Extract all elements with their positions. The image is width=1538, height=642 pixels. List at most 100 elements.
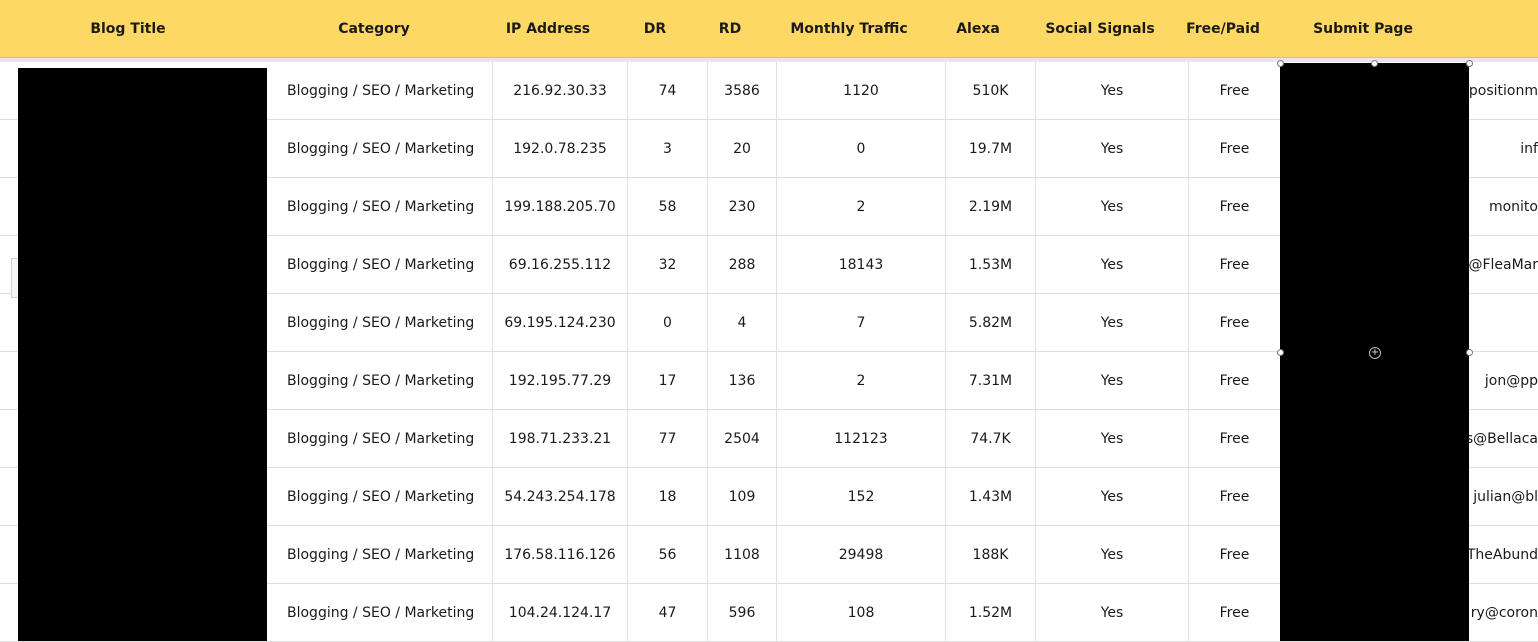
cell-submit-page[interactable]: jon@pp [1484,372,1538,389]
move-handle-icon[interactable]: + [1369,347,1381,359]
cell-ip-address[interactable]: 104.24.124.17 [493,584,628,641]
cell-ip-address[interactable]: 176.58.116.126 [493,526,628,583]
cell-alexa[interactable]: 1.43M [946,468,1036,525]
cell-rd[interactable]: 20 [708,120,777,177]
cell-monthly-traffic[interactable]: 2 [777,178,946,235]
cell-submit-page[interactable]: monito [1488,198,1538,215]
cell-rd[interactable]: 4 [708,294,777,351]
resize-handle-middle-right[interactable] [1466,349,1473,356]
cell-alexa[interactable]: 7.31M [946,352,1036,409]
cell-ip-address[interactable]: 192.195.77.29 [493,352,628,409]
cell-category[interactable]: Blogging / SEO / Marketing [279,468,493,525]
cell-submit-page[interactable]: g@FleaMar [1459,256,1538,273]
cell-monthly-traffic[interactable]: 152 [777,468,946,525]
cell-alexa[interactable]: 19.7M [946,120,1036,177]
cell-rd[interactable]: 3586 [708,62,777,119]
cell-free-paid[interactable]: Free [1189,62,1281,119]
cell-free-paid[interactable]: Free [1189,120,1281,177]
cell-rd[interactable]: 136 [708,352,777,409]
cell-alexa[interactable]: 188K [946,526,1036,583]
cell-ip-address[interactable]: 69.195.124.230 [493,294,628,351]
resize-handle-top-right[interactable] [1466,60,1473,67]
cell-dr[interactable]: 74 [628,62,708,119]
cell-free-paid[interactable]: Free [1189,294,1281,351]
cell-free-paid[interactable]: Free [1189,236,1281,293]
cell-rd[interactable]: 109 [708,468,777,525]
table-row[interactable]: Blogging / SEO / Marketing 69.195.124.230… [0,294,1538,352]
header-category[interactable]: Category [338,21,410,37]
table-row[interactable]: Blogging / SEO / Marketing 192.0.78.235 3 2… [0,120,1538,178]
cell-monthly-traffic[interactable]: 108 [777,584,946,641]
cell-dr[interactable]: 58 [628,178,708,235]
cell-dr[interactable]: 32 [628,236,708,293]
cell-free-paid[interactable]: Free [1189,410,1281,467]
cell-free-paid[interactable]: Free [1189,584,1281,641]
cell-monthly-traffic[interactable]: 7 [777,294,946,351]
cell-social-signals[interactable]: Yes [1036,62,1189,119]
header-monthly-traffic[interactable]: Monthly Traffic [790,21,908,37]
cell-free-paid[interactable]: Free [1189,352,1281,409]
cell-social-signals[interactable]: Yes [1036,352,1189,409]
cell-social-signals[interactable]: Yes [1036,526,1189,583]
cell-free-paid[interactable]: Free [1189,526,1281,583]
cell-ip-address[interactable]: 54.243.254.178 [493,468,628,525]
cell-rd[interactable]: 2504 [708,410,777,467]
table-row[interactable]: Blogging / SEO / Marketing 69.16.255.112 3… [0,236,1538,294]
cell-rd[interactable]: 596 [708,584,777,641]
cell-social-signals[interactable]: Yes [1036,294,1189,351]
cell-dr[interactable]: 17 [628,352,708,409]
cell-submit-page[interactable]: TheAbund [1466,546,1538,563]
cell-ip-address[interactable]: 216.92.30.33 [493,62,628,119]
cell-alexa[interactable]: 1.52M [946,584,1036,641]
header-alexa[interactable]: Alexa [956,21,1000,37]
cell-social-signals[interactable]: Yes [1036,178,1189,235]
cell-rd[interactable]: 1108 [708,526,777,583]
cell-category[interactable]: Blogging / SEO / Marketing [279,352,493,409]
cell-alexa[interactable]: 510K [946,62,1036,119]
cell-submit-page[interactable]: s@Bellaca [1465,430,1538,447]
table-row[interactable]: Blogging / SEO / Marketing 198.71.233.21 7… [0,410,1538,468]
cell-social-signals[interactable]: Yes [1036,120,1189,177]
cell-category[interactable]: Blogging / SEO / Marketing [279,62,493,119]
row-resize-tab[interactable] [11,258,18,298]
cell-social-signals[interactable]: Yes [1036,468,1189,525]
header-ip-address[interactable]: IP Address [505,21,591,37]
resize-handle-top-left[interactable] [1277,60,1284,67]
cell-submit-page[interactable]: julian@bl [1473,488,1538,505]
cell-category[interactable]: Blogging / SEO / Marketing [279,294,493,351]
cell-monthly-traffic[interactable]: 0 [777,120,946,177]
cell-social-signals[interactable]: Yes [1036,410,1189,467]
header-free-paid[interactable]: Free/Paid [1186,21,1260,37]
cell-dr[interactable]: 0 [628,294,708,351]
cell-category[interactable]: Blogging / SEO / Marketing [279,410,493,467]
cell-monthly-traffic[interactable]: 29498 [777,526,946,583]
cell-ip-address[interactable]: 198.71.233.21 [493,410,628,467]
cell-dr[interactable]: 56 [628,526,708,583]
cell-monthly-traffic[interactable]: 112123 [777,410,946,467]
header-social-signals[interactable]: Social Signals [1045,21,1155,37]
header-submit-page[interactable]: Submit Page [1313,21,1413,37]
cell-category[interactable]: Blogging / SEO / Marketing [279,178,493,235]
cell-free-paid[interactable]: Free [1189,468,1281,525]
cell-ip-address[interactable]: 199.188.205.70 [493,178,628,235]
cell-free-paid[interactable]: Free [1189,178,1281,235]
table-row[interactable]: Blogging / SEO / Marketing 192.195.77.29 1… [0,352,1538,410]
cell-alexa[interactable]: 74.7K [946,410,1036,467]
cell-dr[interactable]: 18 [628,468,708,525]
cell-category[interactable]: Blogging / SEO / Marketing [279,120,493,177]
cell-submit-page[interactable]: inf [1520,140,1538,157]
cell-alexa[interactable]: 5.82M [946,294,1036,351]
table-row[interactable]: Blogging / SEO / Marketing 54.243.254.178… [0,468,1538,526]
header-rd[interactable]: RD [718,21,742,37]
cell-category[interactable]: Blogging / SEO / Marketing [279,526,493,583]
table-row[interactable]: Blogging / SEO / Marketing 216.92.30.33 74… [0,62,1538,120]
cell-ip-address[interactable]: 192.0.78.235 [493,120,628,177]
cell-dr[interactable]: 3 [628,120,708,177]
cell-monthly-traffic[interactable]: 18143 [777,236,946,293]
cell-submit-page[interactable]: ry@coron [1470,604,1538,621]
cell-rd[interactable]: 230 [708,178,777,235]
header-blog-title[interactable]: Blog Title [90,21,166,37]
cell-rd[interactable]: 288 [708,236,777,293]
resize-handle-middle-left[interactable] [1277,349,1284,356]
cell-category[interactable]: Blogging / SEO / Marketing [279,236,493,293]
